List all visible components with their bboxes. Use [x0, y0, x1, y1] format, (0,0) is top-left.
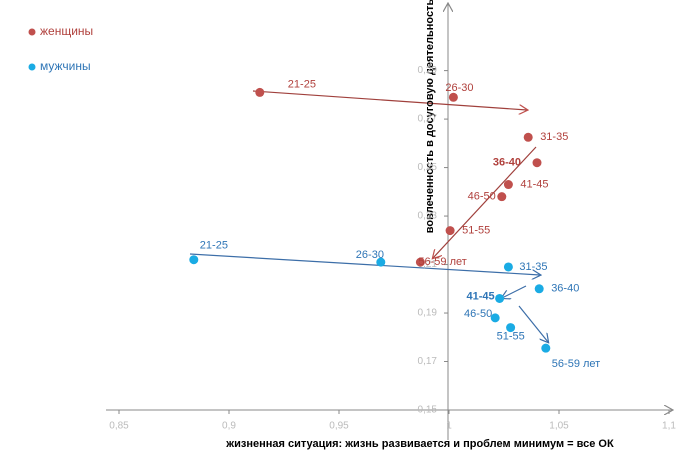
point	[506, 323, 516, 333]
point-label: 31-35	[519, 261, 547, 273]
legend-marker	[28, 63, 36, 71]
point-label: 36-40	[493, 157, 521, 169]
point	[490, 313, 500, 323]
point	[255, 87, 265, 97]
x-tick-label: 1	[446, 421, 452, 432]
arrow	[189, 253, 540, 275]
point	[497, 192, 507, 202]
point-label: 26-30	[356, 249, 384, 261]
x-axis-title: жизненная ситуация: жизнь развивается и …	[225, 438, 614, 450]
y-axis-title: вовлеченность в досуговую деятельность	[424, 0, 436, 233]
point-label: 56-59 лет	[552, 358, 600, 370]
x-tick-label: 1,05	[549, 421, 569, 432]
point	[189, 255, 199, 265]
legend-label: женщины	[40, 24, 93, 38]
point-label: 51-55	[497, 330, 525, 342]
point	[532, 158, 542, 168]
point-label: 46-50	[468, 191, 496, 203]
point-label: 26-30	[445, 82, 473, 94]
point	[534, 284, 544, 294]
arrow	[252, 90, 527, 110]
y-tick-label: 0,27	[418, 114, 438, 125]
x-tick-label: 1,1	[662, 421, 676, 432]
x-tick-label: 0,9	[222, 421, 236, 432]
y-tick-label: 0,15	[418, 405, 438, 416]
point	[415, 257, 425, 267]
y-tick-label: 0,19	[418, 308, 438, 319]
point	[523, 132, 533, 142]
y-tick-label: 0,17	[418, 356, 438, 367]
arrow	[433, 146, 537, 258]
legend-label: мужчины	[40, 59, 91, 73]
point	[541, 343, 551, 353]
point	[445, 226, 455, 236]
point-label: 51-55	[462, 225, 490, 237]
point-label: 21-25	[200, 240, 228, 252]
x-tick-label: 0,95	[329, 421, 349, 432]
arrow	[518, 305, 548, 342]
point	[448, 92, 458, 102]
y-tick-label: 0,21	[418, 259, 438, 270]
point-label: 21-25	[288, 78, 316, 90]
y-tick-label: 0,23	[418, 211, 438, 222]
point-label: 41-45	[466, 290, 494, 302]
point-label: 46-50	[464, 308, 492, 320]
point	[503, 180, 513, 190]
point-label: 31-35	[540, 131, 568, 143]
point	[495, 293, 505, 303]
y-tick-label: 0,29	[418, 65, 438, 76]
point	[376, 257, 386, 267]
point-label: 41-45	[520, 178, 548, 190]
legend-marker	[28, 28, 36, 36]
arrow	[502, 285, 527, 298]
x-tick-label: 0,85	[109, 421, 129, 432]
point-label: 56-59 лет	[418, 256, 466, 268]
point	[503, 262, 513, 272]
y-tick-label: 0,25	[418, 162, 438, 173]
point-label: 36-40	[551, 283, 579, 295]
